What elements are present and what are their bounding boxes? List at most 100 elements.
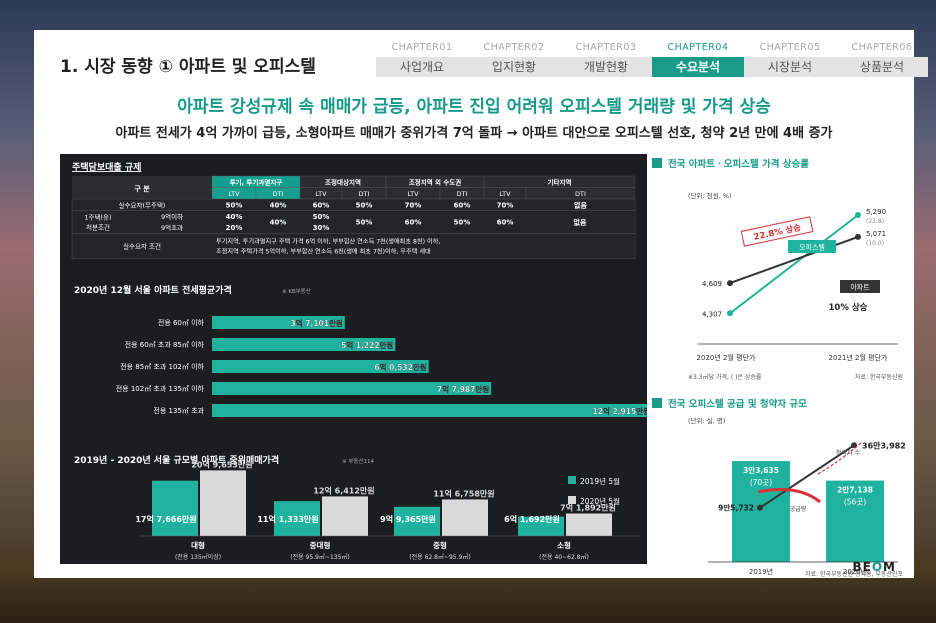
table-cell: 70% [405, 202, 422, 210]
chart4-applicant-point [757, 504, 763, 511]
logo-part-o: O [871, 560, 884, 574]
chart1-category: 전용 102㎡ 초과 135㎡ 이하 [116, 384, 205, 393]
chart2-category: 중형 [433, 540, 447, 550]
table-sub-label: DTI [457, 190, 468, 198]
chart2-value-label: 7억 1,892만원 [560, 502, 616, 512]
table-sub-label: LTV [228, 190, 240, 198]
chart1-category: 전용 85㎡ 초과 102㎡ 이하 [120, 362, 204, 371]
chart4-decline-arrow [757, 488, 821, 504]
table-sub-label: DTI [273, 190, 284, 198]
chart2-bar [394, 506, 440, 536]
chart2-value-label: 17억 7,666만원 [135, 514, 196, 524]
left-panel: 주택담보대출 규제 구 분 투기, 투기과열지구 조정대상지역 조정지역 외 수도권 기타… [60, 154, 647, 564]
chart3-point [855, 233, 861, 240]
chart1-title: 2020년 12월 서울 아파트 전세평균가격 [74, 284, 232, 296]
chart2-value-label: 6억 1,692만원 [504, 514, 560, 524]
table-header-cell [72, 176, 212, 199]
chart4-title-marker [652, 398, 662, 408]
chart4-series-name: 공급량 [790, 506, 807, 513]
chapter-label: 시장분석 [744, 57, 836, 77]
chart2-value-label: 12억 6,412만원 [313, 485, 374, 495]
chart3-value-label: 4,307 [702, 310, 722, 318]
chart2-legend-label: 2019년 5월 [580, 476, 620, 486]
table-sub-label: LTV [499, 190, 511, 198]
chart3-change-label: (10.0) [866, 240, 884, 247]
chart2-legend-label: 2020년 5월 [580, 496, 620, 506]
chart4-unit: (단위: 실, 명) [688, 416, 725, 425]
table-sub-label: DTI [359, 190, 370, 198]
table-sub-label: LTV [407, 190, 419, 198]
chart3-title-marker [652, 158, 662, 168]
right-panel-graphics: 전국 아파트ㆍ오피스텔 가격 상승률 (단위: 천원, %) 4,307 5,290 (… [652, 158, 906, 578]
headline: 아파트 강성규제 속 매매가 급등, 아파트 진입 어려워 오피스텔 거래량 및… [177, 97, 771, 117]
table-group-label: 조정지역 외 수도권 [409, 178, 461, 187]
brand-logo: BEOM [853, 560, 897, 574]
chart2-title: 2019년 - 2020년 서울 규모별 아파트 중위매매가격 [74, 454, 279, 466]
row-label: 처분조건 [86, 223, 110, 232]
chart3-tag-apt [840, 280, 880, 293]
chart3-title: 전국 아파트ㆍ오피스텔 가격 상승률 [668, 158, 809, 170]
row-sublabel: 9억이하 [161, 212, 183, 221]
table-header-gubun: 구 분 [134, 184, 150, 193]
table-cell: 없음 [574, 218, 587, 227]
chart2-category: 대형 [191, 540, 205, 550]
chart2-sublabel: (전용 135㎡이상) [175, 553, 221, 561]
table-cell: 50% [313, 213, 330, 221]
chart2-sublabel: (전용 40~62.8㎡) [539, 553, 589, 561]
chapter-number: CHAPTER03 [575, 42, 637, 53]
table-sub-label: DTI [575, 190, 586, 198]
chart2-legend-swatch [568, 476, 576, 484]
table-row [71, 210, 636, 234]
page-title: 1. 시장 동향 ① 아파트 및 오피스텔 [60, 57, 316, 77]
chart2-bar [442, 499, 488, 536]
chart3-unit: (단위: 천원, %) [688, 191, 732, 200]
chart2-category: 중대형 [310, 540, 331, 550]
tab-chapter-3[interactable]: CHAPTER03 개발현황 [560, 42, 652, 80]
right-panel: 전국 아파트ㆍ오피스텔 가격 상승률 (단위: 천원, %) 4,307 5,290 (… [648, 154, 914, 578]
chart3-x-label: 2020년 2월 평단가 [697, 353, 756, 362]
row-label: 실수요자(무주택) [119, 201, 166, 210]
table-cell: 60% [454, 202, 471, 210]
chart2-value-label: 20억 9,653만원 [191, 459, 252, 469]
chart2-bar [518, 516, 564, 536]
chapter-label: 개발현황 [560, 57, 652, 77]
tab-chapter-4[interactable]: CHAPTER04 수요분석 [652, 42, 744, 80]
tab-chapter-2[interactable]: CHAPTER02 입지현황 [468, 42, 560, 80]
chart3-tag-officetel-label: 오피스텔 [799, 243, 825, 252]
chart1-value-label: 12억 2,915만원 [593, 406, 647, 416]
table-cell: 40% [270, 219, 287, 227]
chart4-growth-arrow [817, 441, 863, 475]
chart2-source: ※ 부동산114 [342, 457, 375, 465]
chart2-value-label: 11억 1,333만원 [257, 514, 318, 524]
chapter-number: CHAPTER02 [483, 42, 545, 53]
chart3-series-line [729, 214, 859, 315]
chart2-bar [200, 470, 246, 536]
table-group-label: 조정대상지역 [325, 178, 361, 187]
chart3-series-line [729, 235, 859, 285]
condition-text: 조정지역 주택가격 5억이하, 부부합산 연소득 6천(생애 최초 7천)이하,… [216, 248, 431, 256]
tab-chapter-1[interactable]: CHAPTER01 사업개요 [376, 42, 468, 80]
left-panel-graphics: 주택담보대출 규제구 분 투기, 투기과열지구 조정대상지역 조정지역 외 수도권 기타… [71, 161, 647, 561]
table-cell: 40% [270, 202, 287, 210]
table-group-label: 기타지역 [548, 178, 572, 187]
chart2-sublabel: (전용 95.9㎡~135㎡) [290, 553, 349, 561]
chart4-applicant-line [759, 444, 855, 509]
condition-text: 투기지역, 투기과열지구 주택 가격 6억 이하, 부부합산 연소득 7천(생애… [216, 238, 440, 246]
chart4-bar-sublabel: (56곳) [844, 498, 866, 507]
chart1-bar [212, 316, 345, 329]
chart1-category: 전용 60㎡ 이하 [158, 318, 205, 327]
chart3-tag-officetel [788, 240, 836, 253]
chart1-value-label: 5억 1,222만원 [341, 340, 393, 350]
chart1-category: 전용 135㎡ 초과 [153, 406, 204, 415]
chart3-value-label: 4,609 [702, 280, 722, 288]
tab-chapter-6[interactable]: CHAPTER06 상품분석 [836, 42, 928, 80]
chapter-label: 입지현황 [468, 57, 560, 77]
chart3-point [727, 310, 733, 317]
chart2-bar [566, 513, 612, 536]
tab-chapter-5[interactable]: CHAPTER05 시장분석 [744, 42, 836, 80]
chart4-bar-label: 2만7,138 [837, 485, 873, 495]
table-group-label: 투기, 투기과열지구 [230, 178, 283, 187]
chart2-sublabel: (전용 62.8㎡~95.9㎡) [409, 553, 470, 561]
chapter-tabs: CHAPTER01 사업개요 CHAPTER02 입지현황 CHAPTER03 개발현황 C… [376, 42, 928, 82]
slide: 1. 시장 동향 ① 아파트 및 오피스텔 CHAPTER01 사업개요 CHAPT… [34, 30, 928, 578]
